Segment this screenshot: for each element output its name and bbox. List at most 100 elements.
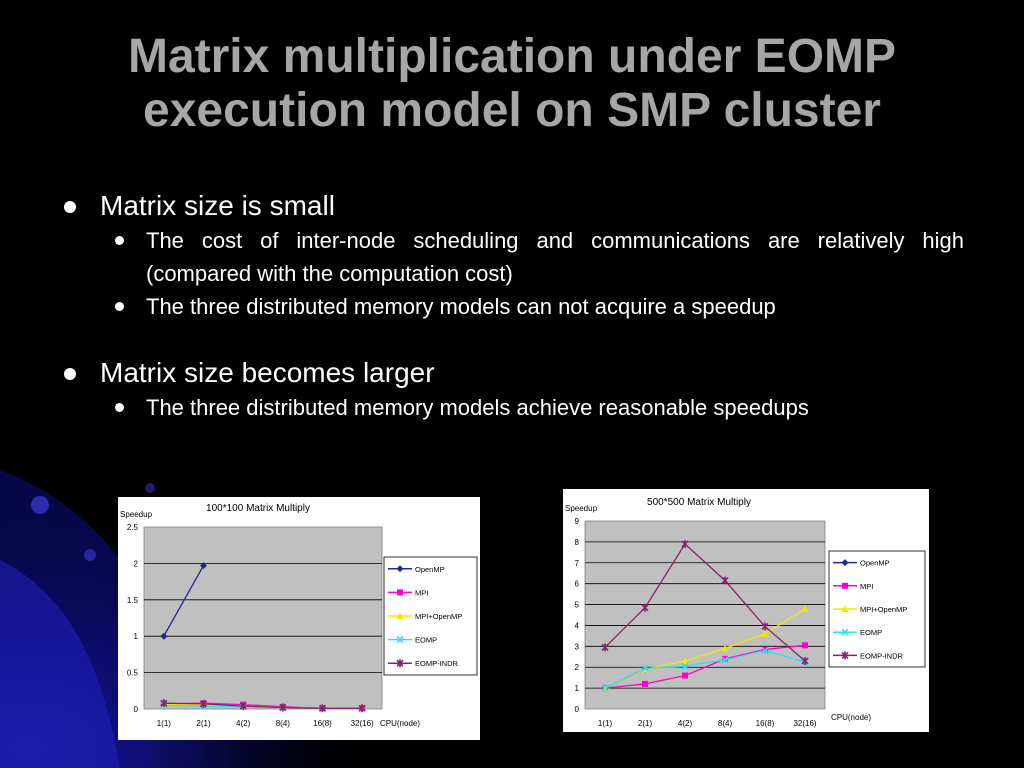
legend-item-openmp: OpenMP xyxy=(833,559,890,568)
data-point xyxy=(761,646,769,655)
series-openmp xyxy=(160,562,207,640)
series-eomp-indr xyxy=(601,539,809,665)
sub-bullet-reasonable: The three distributed memory models achi… xyxy=(60,391,964,424)
legend-label: EOMP-INDR xyxy=(860,651,904,660)
series-line xyxy=(604,644,806,689)
x-tick-label: 4(2) xyxy=(236,719,251,728)
legend-item-mpi: MPI xyxy=(833,582,873,591)
bullet-list: Matrix size is small The cost of inter-n… xyxy=(60,188,964,424)
title-line-1: Matrix multiplication under EOMP xyxy=(127,30,897,83)
x-tick-label: 32(16) xyxy=(351,719,374,728)
slide-title: Matrix multiplication under EOMP executi… xyxy=(0,30,1024,138)
chart-500x500: 500*500 Matrix Multiply Speedup 0 1 2 3 4 5 6 7 8 9… xyxy=(563,489,929,732)
x-tick-label: 4(2) xyxy=(678,719,693,728)
data-point xyxy=(801,656,809,665)
series-eomp-indr xyxy=(160,699,366,713)
legend-item-mpi-openmp: MPI+OpenMP xyxy=(833,605,907,614)
x-axis-label: CPU(node) xyxy=(380,719,420,728)
data-point xyxy=(318,704,327,713)
sub-bullet-no-speedup: The three distributed memory models can … xyxy=(60,290,964,323)
x-tick-label: 16(8) xyxy=(313,719,332,728)
bullet-text: Matrix size is small xyxy=(100,190,335,221)
legend: OpenMP MPI MPI+OpenMP EOMP EOMP-INDR xyxy=(828,550,926,668)
data-point xyxy=(641,603,649,612)
series-line xyxy=(604,608,806,689)
bullet-dot xyxy=(64,201,76,213)
data-point xyxy=(642,680,648,687)
sub-bullet-text: The cost of inter-node scheduling and co… xyxy=(146,228,964,286)
legend-label: EOMP-INDR xyxy=(415,659,459,668)
data-point xyxy=(721,576,729,585)
x-tick-label: 1(1) xyxy=(157,719,172,728)
sub-bullet-text: The three distributed memory models can … xyxy=(146,294,776,319)
series-line xyxy=(163,702,363,709)
data-point xyxy=(239,702,247,711)
y-tick-label: 9 xyxy=(575,517,580,526)
bullet-matrix-larger: Matrix size becomes larger xyxy=(60,355,964,391)
legend-label: EOMP xyxy=(860,628,882,637)
x-axis-label: CPU(node) xyxy=(831,713,871,722)
y-tick-label: 0 xyxy=(134,705,139,714)
legend-item-eomp: EOMP xyxy=(388,636,437,645)
legend-label: OpenMP xyxy=(415,565,445,574)
legend-label: MPI xyxy=(415,588,428,597)
data-point xyxy=(641,664,649,672)
data-point xyxy=(801,605,809,612)
legend-marker xyxy=(841,605,849,612)
series-line xyxy=(163,565,205,637)
series-line xyxy=(604,649,806,689)
sub-bullet-dot xyxy=(115,236,124,245)
chart-svg: 500*500 Matrix Multiply Speedup 0 1 2 3 4 5 6 7 8 9… xyxy=(565,497,926,728)
chart-title: 500*500 Matrix Multiply xyxy=(647,497,751,508)
legend-marker xyxy=(841,559,849,567)
y-tick-label: 2 xyxy=(575,663,580,672)
y-tick-label: 3 xyxy=(575,642,580,651)
y-tick-label: 2 xyxy=(134,559,139,568)
legend-marker xyxy=(842,582,848,589)
y-tick-label: 1 xyxy=(575,684,580,693)
data-point xyxy=(681,657,689,664)
x-tick-label: 8(4) xyxy=(718,719,733,728)
y-tick-label: 8 xyxy=(575,538,580,547)
y-tick-label: 0 xyxy=(575,705,580,714)
sub-bullet-cost: The cost of inter-node scheduling and co… xyxy=(60,224,964,290)
legend: OpenMP MPI MPI+OpenMP EOMP EOMP-INDR xyxy=(383,556,478,676)
data-point xyxy=(279,703,287,712)
y-axis-label: Speedup xyxy=(120,510,153,519)
sub-bullet-dot xyxy=(115,403,124,412)
data-point xyxy=(761,630,769,637)
data-point xyxy=(761,622,769,631)
legend-item-mpi: MPI xyxy=(388,588,428,597)
y-tick-label: 0.5 xyxy=(127,669,139,678)
legend-marker xyxy=(841,628,849,636)
legend-marker xyxy=(397,589,403,596)
y-tick-label: 7 xyxy=(575,559,580,568)
data-point xyxy=(802,642,808,649)
legend-marker xyxy=(396,636,404,644)
y-tick-label: 2.5 xyxy=(127,523,139,532)
legend-marker xyxy=(396,565,404,573)
data-point xyxy=(601,643,609,652)
x-tick-label: 1(1) xyxy=(598,719,613,728)
data-point xyxy=(721,656,729,664)
y-tick-label: 6 xyxy=(575,580,580,589)
data-point xyxy=(681,539,689,548)
sub-bullet-dot xyxy=(115,302,124,311)
data-point xyxy=(160,632,168,640)
legend-item-eomp: EOMP xyxy=(833,628,882,637)
chart-svg: 100*100 Matrix Multiply Speedup 0 0.5 1 1.5 2 2… xyxy=(120,503,478,728)
x-tick-label: 16(8) xyxy=(756,719,775,728)
data-point xyxy=(682,672,688,679)
data-point xyxy=(200,562,207,570)
chart-100x100: 100*100 Matrix Multiply Speedup 0 0.5 1 1.5 2 2… xyxy=(118,497,480,740)
title-line-2: execution model on SMP cluster xyxy=(143,84,881,137)
legend-box xyxy=(828,550,926,668)
chart-title: 100*100 Matrix Multiply xyxy=(206,503,310,514)
data-point xyxy=(160,699,168,708)
y-tick-label: 1.5 xyxy=(127,596,139,605)
legend-label: OpenMP xyxy=(860,559,890,568)
data-point xyxy=(681,662,689,670)
data-point xyxy=(721,644,729,652)
y-axis-label: Speedup xyxy=(565,504,598,513)
legend-item-openmp: OpenMP xyxy=(388,565,445,574)
